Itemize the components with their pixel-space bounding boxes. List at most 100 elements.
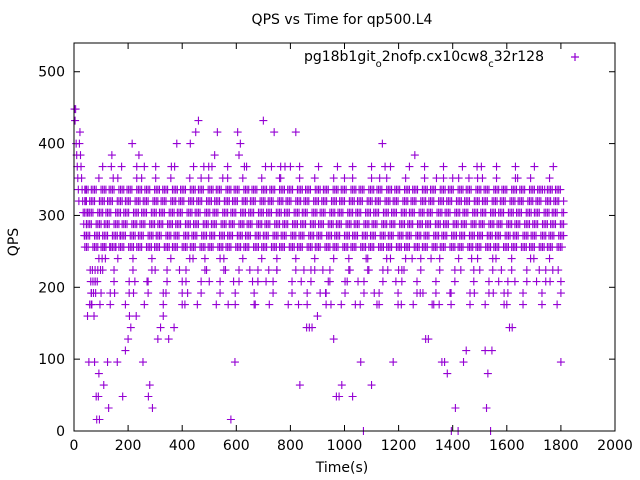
data-point <box>535 266 544 275</box>
data-point <box>420 162 429 171</box>
data-point <box>431 289 440 298</box>
data-point <box>111 243 120 252</box>
data-point <box>288 289 297 298</box>
data-point <box>124 335 133 344</box>
data-point <box>519 289 528 298</box>
data-point <box>473 162 482 171</box>
data-point <box>153 335 162 344</box>
data-point <box>218 174 227 183</box>
data-point <box>400 266 409 275</box>
data-point <box>143 277 152 286</box>
data-point <box>163 266 172 275</box>
x-tick-label: 800 <box>277 438 304 454</box>
data-point <box>125 312 134 321</box>
data-point <box>503 277 512 286</box>
data-point <box>245 266 254 275</box>
data-point <box>257 254 266 263</box>
data-point <box>99 381 108 390</box>
data-point <box>354 277 363 286</box>
data-point <box>559 231 568 240</box>
data-point <box>233 128 242 137</box>
data-point <box>484 277 493 286</box>
data-point <box>115 231 124 240</box>
data-point <box>226 415 235 424</box>
data-point <box>194 116 203 125</box>
data-point <box>295 162 304 171</box>
data-point <box>253 277 262 286</box>
data-point <box>391 277 400 286</box>
data-point <box>113 254 122 263</box>
data-point <box>367 174 376 183</box>
data-point <box>128 139 137 148</box>
data-point <box>416 266 425 275</box>
data-point <box>82 220 91 229</box>
data-point <box>519 197 528 206</box>
data-point <box>367 381 376 390</box>
data-point <box>401 174 410 183</box>
data-point <box>335 392 344 401</box>
data-point <box>459 358 468 367</box>
data-point <box>110 277 119 286</box>
data-point <box>76 151 85 160</box>
data-point <box>159 300 168 309</box>
data-point <box>110 289 119 298</box>
data-point <box>148 404 157 413</box>
data-point <box>321 289 330 298</box>
legend-label-sub-2: c <box>488 59 494 70</box>
data-point <box>128 254 137 263</box>
data-point <box>383 266 392 275</box>
data-point <box>303 289 312 298</box>
y-tick-label: 500 <box>38 65 65 81</box>
data-point <box>240 162 249 171</box>
legend-label-sub-1: o <box>376 59 382 70</box>
data-point <box>456 266 465 275</box>
data-point <box>284 300 293 309</box>
data-point <box>170 323 179 332</box>
data-point <box>348 174 357 183</box>
data-point <box>265 300 274 309</box>
data-point <box>267 162 276 171</box>
data-point <box>189 162 198 171</box>
data-point <box>435 300 444 309</box>
data-point <box>481 300 490 309</box>
data-point <box>272 254 281 263</box>
data-point <box>458 162 467 171</box>
data-point <box>439 174 448 183</box>
data-point <box>166 254 175 263</box>
x-tick-label: 1200 <box>381 438 417 454</box>
y-tick-label: 200 <box>38 280 65 296</box>
data-point <box>163 277 172 286</box>
data-point <box>431 277 440 286</box>
data-point <box>118 392 127 401</box>
data-point <box>101 254 110 263</box>
x-tick-label: 2000 <box>597 438 633 454</box>
data-point <box>98 266 107 275</box>
data-point <box>522 277 531 286</box>
data-point <box>478 174 487 183</box>
data-point <box>372 300 381 309</box>
data-point <box>427 254 436 263</box>
data-point <box>235 266 244 275</box>
data-point <box>216 254 225 263</box>
data-point <box>408 254 417 263</box>
data-point <box>93 277 102 286</box>
data-point <box>75 128 84 137</box>
data-point <box>204 174 213 183</box>
data-point <box>326 300 335 309</box>
data-point <box>144 289 153 298</box>
data-point <box>224 300 233 309</box>
data-point <box>161 289 170 298</box>
data-point <box>175 266 184 275</box>
data-point <box>231 289 240 298</box>
data-point <box>325 266 334 275</box>
data-point <box>540 185 549 194</box>
data-point <box>557 243 566 252</box>
data-point <box>103 358 112 367</box>
data-point <box>412 277 421 286</box>
data-point <box>270 128 279 137</box>
data-point <box>308 323 317 332</box>
data-point <box>259 116 268 125</box>
data-point <box>286 162 295 171</box>
data-point <box>359 289 368 298</box>
